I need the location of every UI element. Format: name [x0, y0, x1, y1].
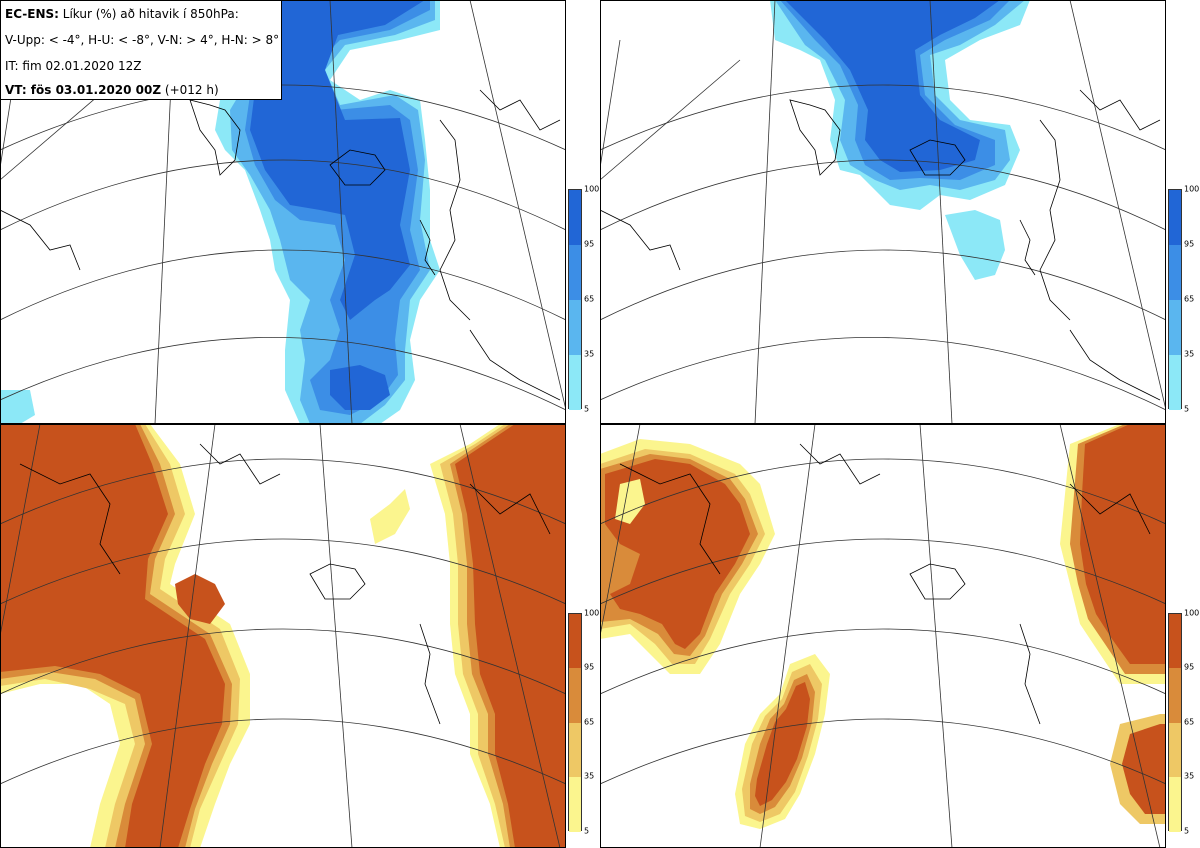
- colorbar-tick: 100: [1184, 184, 1200, 194]
- colorbar-cold-left: 100 95 65 35 5: [568, 185, 608, 414]
- prob-fill-95-se: [1122, 724, 1166, 814]
- prob-fill-95: [785, 0, 1000, 172]
- colorbar-cold-right: 100 95 65 35 5: [1168, 185, 1200, 414]
- legend-title-text: Líkur (%) að hitavik í 850hPa:: [58, 7, 239, 21]
- legend-valid-time: VT: fös 03.01.2020 00Z (+012 h): [5, 83, 219, 97]
- legend-init-time: IT: fim 02.01.2020 12Z: [5, 59, 142, 73]
- map-panel-warm-strong: [600, 424, 1166, 848]
- legend-thresholds: V-Upp: < -4°, H-U: < -8°, V-N: > 4°, H-N…: [5, 33, 280, 47]
- legend-model: EC-ENS:: [5, 7, 59, 21]
- map-warm-strong: [600, 424, 1166, 848]
- prob-fill-95-east: [455, 424, 566, 848]
- colorbar-tick: 100: [584, 608, 600, 618]
- colorbar-seg-65-95: [1169, 245, 1181, 300]
- map-panel-warm-moderate: [0, 424, 566, 848]
- colorbar-seg-5-35: [1169, 777, 1181, 832]
- coastlines: [619, 443, 1151, 725]
- prob-fill-95-east: [1080, 424, 1166, 664]
- colorbar-tick: 5: [584, 404, 590, 414]
- graticule: [600, 424, 1166, 848]
- colorbar-tick: 35: [584, 771, 595, 781]
- colorbar-warm-left-bar: [568, 613, 582, 832]
- map-legend-box: EC-ENS: Líkur (%) að hitavik í 850hPa: V…: [0, 0, 282, 100]
- prob-fill-5-hole: [615, 479, 645, 524]
- prob-fill-5-isle-b: [370, 489, 410, 544]
- colorbar-seg-35-65: [1169, 723, 1181, 777]
- colorbar-seg-35-65: [569, 300, 581, 355]
- prob-fill-95-south: [330, 365, 390, 410]
- map-panel-cold-strong: [600, 0, 1166, 424]
- legend-title: EC-ENS: Líkur (%) að hitavik í 850hPa:: [5, 7, 239, 21]
- map-cold-moderate: [0, 0, 566, 424]
- legend-valid-offset: (+012 h): [161, 83, 219, 97]
- colorbar-tick: 95: [584, 662, 595, 672]
- colorbar-seg-95-100: [569, 614, 581, 668]
- graticule: [0, 0, 566, 424]
- prob-fill-5-sw: [0, 390, 35, 424]
- colorbar-tick: 95: [1184, 662, 1195, 672]
- colorbar-warm-right: 100 95 65 35 5: [1168, 609, 1200, 836]
- map-panel-cold-moderate: [0, 0, 566, 424]
- colorbar-seg-5-35: [1169, 355, 1181, 410]
- prob-fill-5-sw: [945, 210, 1005, 280]
- colorbar-tick: 35: [584, 349, 595, 359]
- colorbar-tick: 100: [1184, 608, 1200, 618]
- map-cold-strong: [600, 0, 1166, 424]
- colorbar-seg-95-100: [1169, 614, 1181, 668]
- prob-fill-95: [0, 424, 225, 848]
- colorbar-seg-95-100: [1169, 190, 1181, 245]
- coastlines: [0, 89, 561, 401]
- colorbar-seg-35-65: [569, 723, 581, 777]
- colorbar-warm-right-bar: [1168, 613, 1182, 832]
- colorbar-cold-left-bar: [568, 189, 582, 410]
- colorbar-seg-65-95: [569, 245, 581, 300]
- colorbar-seg-65-95: [569, 668, 581, 723]
- colorbar-tick: 5: [1184, 826, 1190, 836]
- coastlines: [19, 443, 551, 725]
- colorbar-tick: 95: [1184, 239, 1195, 249]
- colorbar-seg-65-95: [1169, 668, 1181, 723]
- prob-fill-95-isle: [175, 574, 225, 624]
- colorbar-seg-5-35: [569, 355, 581, 410]
- colorbar-tick: 35: [1184, 771, 1195, 781]
- colorbar-tick: 100: [584, 184, 600, 194]
- map-warm-moderate: [0, 424, 566, 848]
- colorbar-cold-right-bar: [1168, 189, 1182, 410]
- graticule: [600, 0, 1166, 424]
- colorbar-seg-95-100: [569, 190, 581, 245]
- colorbar-tick: 65: [584, 717, 595, 727]
- colorbar-tick: 5: [584, 826, 590, 836]
- colorbar-tick: 95: [584, 239, 595, 249]
- colorbar-warm-left: 100 95 65 35 5: [568, 609, 608, 836]
- graticule: [0, 424, 566, 848]
- prob-fill-95: [250, 0, 425, 320]
- colorbar-tick: 65: [1184, 294, 1195, 304]
- colorbar-tick: 35: [1184, 349, 1195, 359]
- coastlines: [600, 89, 1161, 401]
- colorbar-seg-35-65: [1169, 300, 1181, 355]
- prob-fill-95-plume: [755, 682, 810, 806]
- colorbar-tick: 65: [584, 294, 595, 304]
- legend-valid-label: VT: fös 03.01.2020 00Z: [5, 83, 162, 97]
- colorbar-seg-5-35: [569, 777, 581, 832]
- colorbar-tick: 5: [1184, 404, 1190, 414]
- colorbar-tick: 65: [1184, 717, 1195, 727]
